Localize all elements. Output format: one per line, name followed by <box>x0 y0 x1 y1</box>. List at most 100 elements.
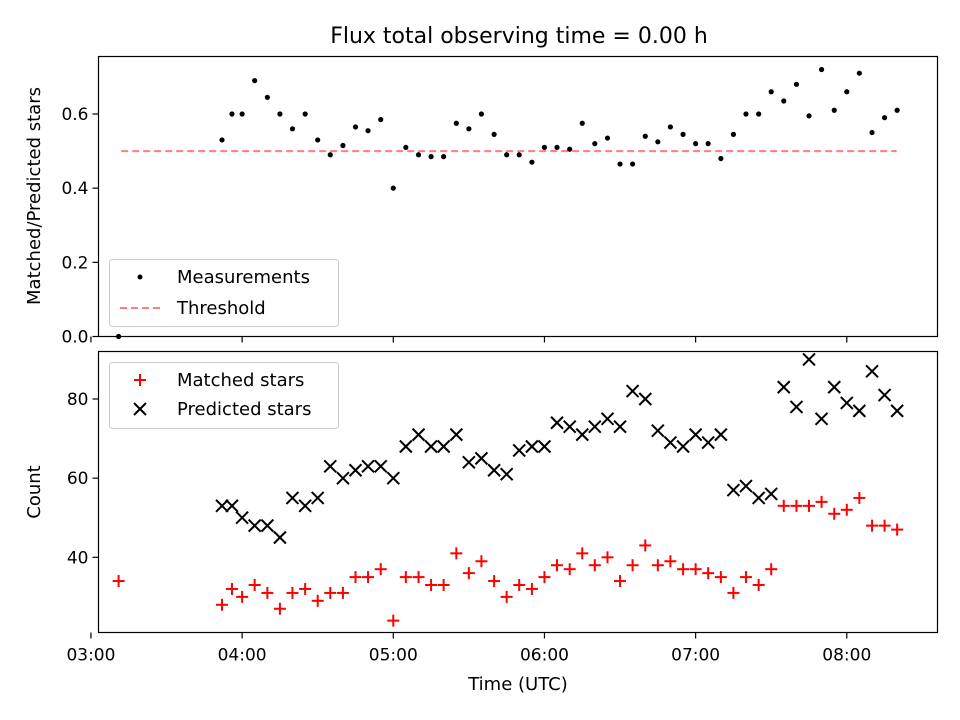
measurement-point <box>718 155 724 162</box>
matched-point <box>311 594 324 607</box>
measurement-point <box>680 131 686 137</box>
predicted-point <box>588 419 602 434</box>
matched-point <box>286 586 299 599</box>
predicted-point <box>814 412 829 426</box>
measurement-point <box>730 131 737 137</box>
predicted-point <box>625 384 640 398</box>
predicted-point <box>688 427 703 442</box>
count-panel: 40 60 80 03:00 04:00 05:00 06:00 07:00 08:00 Cou… <box>24 350 939 695</box>
measurement-point <box>516 152 522 158</box>
matched-point <box>853 491 866 504</box>
matched-point <box>538 571 551 584</box>
matched-point <box>739 571 752 584</box>
matched-point <box>374 563 387 576</box>
measurement-point <box>629 161 636 167</box>
predicted-point <box>865 364 879 378</box>
predicted-point <box>890 404 904 418</box>
measurement-point <box>567 146 573 152</box>
x-tick-label: 03:00 <box>66 646 115 666</box>
measurement-point <box>327 152 333 158</box>
measurement-point <box>302 111 308 117</box>
matched-point <box>513 579 526 592</box>
predicted-point <box>247 518 262 533</box>
predicted-point <box>436 439 451 454</box>
predicted-point <box>449 427 464 442</box>
measurement-point <box>642 133 648 139</box>
legend-label-measurements: Measurements <box>177 267 310 288</box>
count-y-tick-label: 40 <box>67 548 89 568</box>
matched-point <box>828 507 841 520</box>
predicted-point <box>225 499 239 513</box>
predicted-point <box>310 491 325 505</box>
matched-point <box>462 567 475 580</box>
matched-point <box>815 495 828 508</box>
measurement-point <box>768 89 774 95</box>
measurement-point <box>844 89 850 95</box>
measurement-point <box>756 111 762 117</box>
predicted-point <box>840 396 854 410</box>
measurement-point <box>806 113 812 119</box>
predicted-point <box>424 439 438 454</box>
matched-point <box>261 586 274 599</box>
matched-point <box>563 563 576 576</box>
predicted-point <box>701 435 715 450</box>
measurement-point <box>743 111 749 117</box>
measurement-point <box>693 141 699 147</box>
matched-point <box>216 598 229 611</box>
matched-point <box>349 571 362 584</box>
x-tick-label: 04:00 <box>218 646 267 666</box>
predicted-point <box>537 439 552 454</box>
measurement-point <box>667 124 673 130</box>
x-tick-label: 05:00 <box>369 646 418 666</box>
predicted-point <box>739 479 753 493</box>
matched-point <box>412 571 425 584</box>
predicted-point <box>462 455 476 470</box>
ratio-y-tick-label: 0.6 <box>61 105 88 125</box>
legend-marker-measurements <box>137 274 143 280</box>
predicted-point <box>499 467 514 481</box>
ratio-y-tick-label: 0.4 <box>61 179 88 199</box>
measurement-point <box>604 135 611 141</box>
measurement-point <box>579 120 585 126</box>
predicted-point <box>487 463 501 477</box>
matched-point <box>639 539 652 552</box>
measurement-point <box>352 124 359 130</box>
measurement-point <box>229 111 235 117</box>
x-tick-label: 07:00 <box>671 646 720 666</box>
measurement-point <box>340 142 346 149</box>
x-tick-label: 06:00 <box>520 646 569 666</box>
measurement-point <box>378 116 384 123</box>
legend-label-threshold: Threshold <box>176 298 266 319</box>
ratio-y-axis-label: Matched/Predicted stars <box>24 87 45 305</box>
measurement-point <box>315 137 321 143</box>
matched-point <box>450 547 463 560</box>
measurement-point <box>831 107 837 113</box>
matched-point <box>765 563 778 576</box>
count-plot-area <box>97 350 939 634</box>
matched-point <box>236 590 249 603</box>
matched-point <box>790 499 803 512</box>
measurement-point <box>428 154 434 160</box>
predicted-point <box>512 443 526 458</box>
matched-point <box>840 503 853 516</box>
matched-point <box>551 559 564 572</box>
ratio-legend: Measurements Threshold <box>109 259 339 327</box>
matched-point <box>803 499 816 512</box>
matched-point <box>601 551 614 564</box>
measurement-point <box>277 111 283 117</box>
measurement-point <box>478 111 485 117</box>
matched-point <box>437 579 450 592</box>
matched-point <box>689 563 702 576</box>
matched-point <box>727 586 740 599</box>
ratio-y-tick-label: 0.2 <box>61 253 88 273</box>
measurement-point <box>415 152 422 158</box>
predicted-point <box>235 511 249 525</box>
measurement-point <box>252 78 258 84</box>
matched-point <box>336 586 349 599</box>
matched-point <box>248 579 261 592</box>
measurement-point <box>781 98 787 104</box>
matched-point <box>425 579 438 592</box>
predicted-point <box>877 388 892 402</box>
measurement-point <box>289 126 296 132</box>
predicted-point <box>777 380 791 394</box>
